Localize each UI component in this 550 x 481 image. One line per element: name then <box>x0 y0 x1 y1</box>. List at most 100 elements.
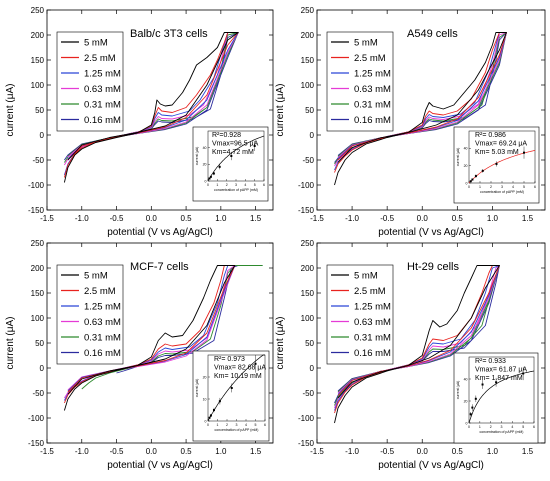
inset-y-tick-label: 40 <box>464 377 468 381</box>
chart-title: Ht-29 cells <box>407 261 459 273</box>
inset-data-point <box>254 362 257 365</box>
x-axis-label: potential (V vs Ag/AgCl) <box>378 460 484 471</box>
inset-data-point <box>212 172 215 175</box>
inset-x-tick-label: 2 <box>490 185 492 189</box>
inset-y-axis-label: current (μA) <box>456 381 460 400</box>
x-axis-label: potential (V vs Ag/AgCl) <box>107 460 213 471</box>
y-tick-label: -50 <box>302 389 314 398</box>
x-tick-label: 1.5 <box>522 214 534 223</box>
legend-label: 1.25 mM <box>84 302 121 313</box>
inset-x-axis-label: concentration of pAPP (mM) <box>215 428 259 432</box>
inset-data-point <box>474 397 477 400</box>
inset-data-point <box>474 175 477 178</box>
y-tick-label: 50 <box>35 106 44 115</box>
inset-x-tick-label: 0 <box>207 423 209 427</box>
inset-panel: 0 1 2 3 4 5 6 0 20 40 concentration of pAPP (mM) cu… <box>192 126 269 202</box>
y-axis-label: current (μA) <box>275 317 286 370</box>
legend-label: 0.31 mM <box>354 100 391 111</box>
legend-box <box>56 264 124 365</box>
inset-x-axis-label: concentration of pAPP (mM) <box>480 430 524 434</box>
inset-y-tick-label: 0 <box>466 421 468 425</box>
inset-fit-curve <box>207 135 265 182</box>
y-tick-label: -100 <box>28 181 45 190</box>
x-tick-label: -0.5 <box>380 447 394 456</box>
x-tick-label: 1.5 <box>250 214 262 223</box>
x-tick-label: -1.5 <box>310 214 324 223</box>
y-tick-label: 50 <box>305 106 314 115</box>
series-group <box>334 32 507 186</box>
inset-annotation: Km= 10.19 mM <box>214 373 262 380</box>
x-tick-label: 0.0 <box>146 214 158 223</box>
y-tick-label: -100 <box>298 181 315 190</box>
inset-x-tick-label: 3 <box>235 183 237 187</box>
inset-x-tick-label: 3 <box>501 185 503 189</box>
x-tick-label: -1.5 <box>40 214 54 223</box>
inset-y-tick-label: 20 <box>464 164 468 168</box>
y-axis-label: current (μA) <box>5 317 16 370</box>
chart-title: Balb/c 3T3 cells <box>130 28 208 40</box>
inset-x-tick-label: 5 <box>522 425 524 429</box>
legend-label: 0.63 mM <box>84 317 121 328</box>
x-tick-label: 0.0 <box>146 447 158 456</box>
inset-x-tick-label: 2 <box>226 183 228 187</box>
inset-x-axis-label: concentration of pAPP (mM) <box>214 188 258 192</box>
x-axis-label: potential (V vs Ag/AgCl) <box>107 227 213 238</box>
inset-annotation: R²=0.928 <box>212 132 241 139</box>
x-tick-label: -0.5 <box>110 214 124 223</box>
series-line <box>63 265 236 404</box>
y-tick-label: -100 <box>28 414 45 423</box>
legend-label: 0.31 mM <box>84 333 121 344</box>
x-tick-label: 1.0 <box>215 447 227 456</box>
x-tick-label: 0.5 <box>181 214 193 223</box>
inset-annotation: R²= 0.973 <box>214 356 245 363</box>
inset-y-tick-label: 20 <box>203 375 207 379</box>
inset-y-tick-label: 40 <box>203 146 207 150</box>
inset-data-point <box>471 178 474 181</box>
inset-frame <box>453 352 539 444</box>
x-tick-label: -1.0 <box>345 447 359 456</box>
y-tick-label: 250 <box>31 6 45 15</box>
inset-y-tick-label: 0 <box>205 419 207 423</box>
inset-x-tick-label: 4 <box>244 183 246 187</box>
legend-label: 0.63 mM <box>354 317 391 328</box>
inset-x-tick-label: 5 <box>254 183 256 187</box>
inset-x-tick-label: 0 <box>207 183 209 187</box>
x-tick-label: -0.5 <box>110 447 124 456</box>
inset-data-point <box>471 406 474 409</box>
series-group <box>334 265 500 424</box>
y-tick-label: 100 <box>301 81 315 90</box>
series-group <box>63 265 263 411</box>
y-tick-label: 150 <box>301 289 315 298</box>
inset-x-tick-label: 2 <box>226 423 228 427</box>
inset-annotation: R²= 0.986 <box>475 132 506 139</box>
inset-data-point <box>208 177 211 180</box>
legend-label: 1.25 mM <box>354 302 391 313</box>
legend-label: 0.16 mM <box>84 115 121 126</box>
y-tick-label: -50 <box>32 156 44 165</box>
y-axis-label: current (μA) <box>275 84 286 137</box>
inset-data-point <box>253 145 256 147</box>
inset-y-axis-label: current (μA) <box>195 147 199 166</box>
chart-title: A549 cells <box>407 28 458 40</box>
legend-label: 0.16 mM <box>354 348 391 359</box>
inset-panel: 0 1 2 3 4 5 6 0 10 20 concentration of pAPP (mM) cu… <box>192 350 270 442</box>
inset-x-tick-label: 3 <box>501 425 503 429</box>
inset-annotation: R²= 0.933 <box>475 358 506 365</box>
inset-y-tick-label: 20 <box>464 399 468 403</box>
inset-x-tick-label: 6 <box>264 423 266 427</box>
series-group <box>63 32 239 183</box>
inset-annotation: Km= 5.03 mM <box>475 149 519 156</box>
inset-data-point <box>481 169 484 172</box>
legend-label: 5 mM <box>354 38 378 49</box>
inset-x-tick-label: 0 <box>468 425 470 429</box>
y-tick-label: -150 <box>298 439 315 448</box>
x-tick-label: -1.0 <box>75 214 89 223</box>
y-tick-label: 250 <box>301 239 315 248</box>
y-tick-label: -100 <box>298 414 315 423</box>
inset-panel: 0 1 2 3 4 5 6 0 20 40 concentration of pAPP (mM) cu… <box>453 126 540 204</box>
legend-label: 0.31 mM <box>84 100 121 111</box>
inset-annotation: Km=4.72 mM <box>212 149 254 156</box>
series-line <box>81 265 263 390</box>
